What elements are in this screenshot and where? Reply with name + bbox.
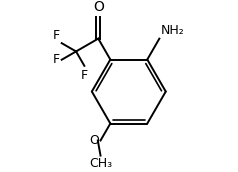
- Text: O: O: [89, 134, 99, 147]
- Text: F: F: [81, 69, 88, 82]
- Text: F: F: [53, 53, 60, 66]
- Text: F: F: [53, 29, 60, 42]
- Text: NH₂: NH₂: [161, 24, 185, 37]
- Text: CH₃: CH₃: [89, 157, 112, 170]
- Text: O: O: [93, 1, 104, 14]
